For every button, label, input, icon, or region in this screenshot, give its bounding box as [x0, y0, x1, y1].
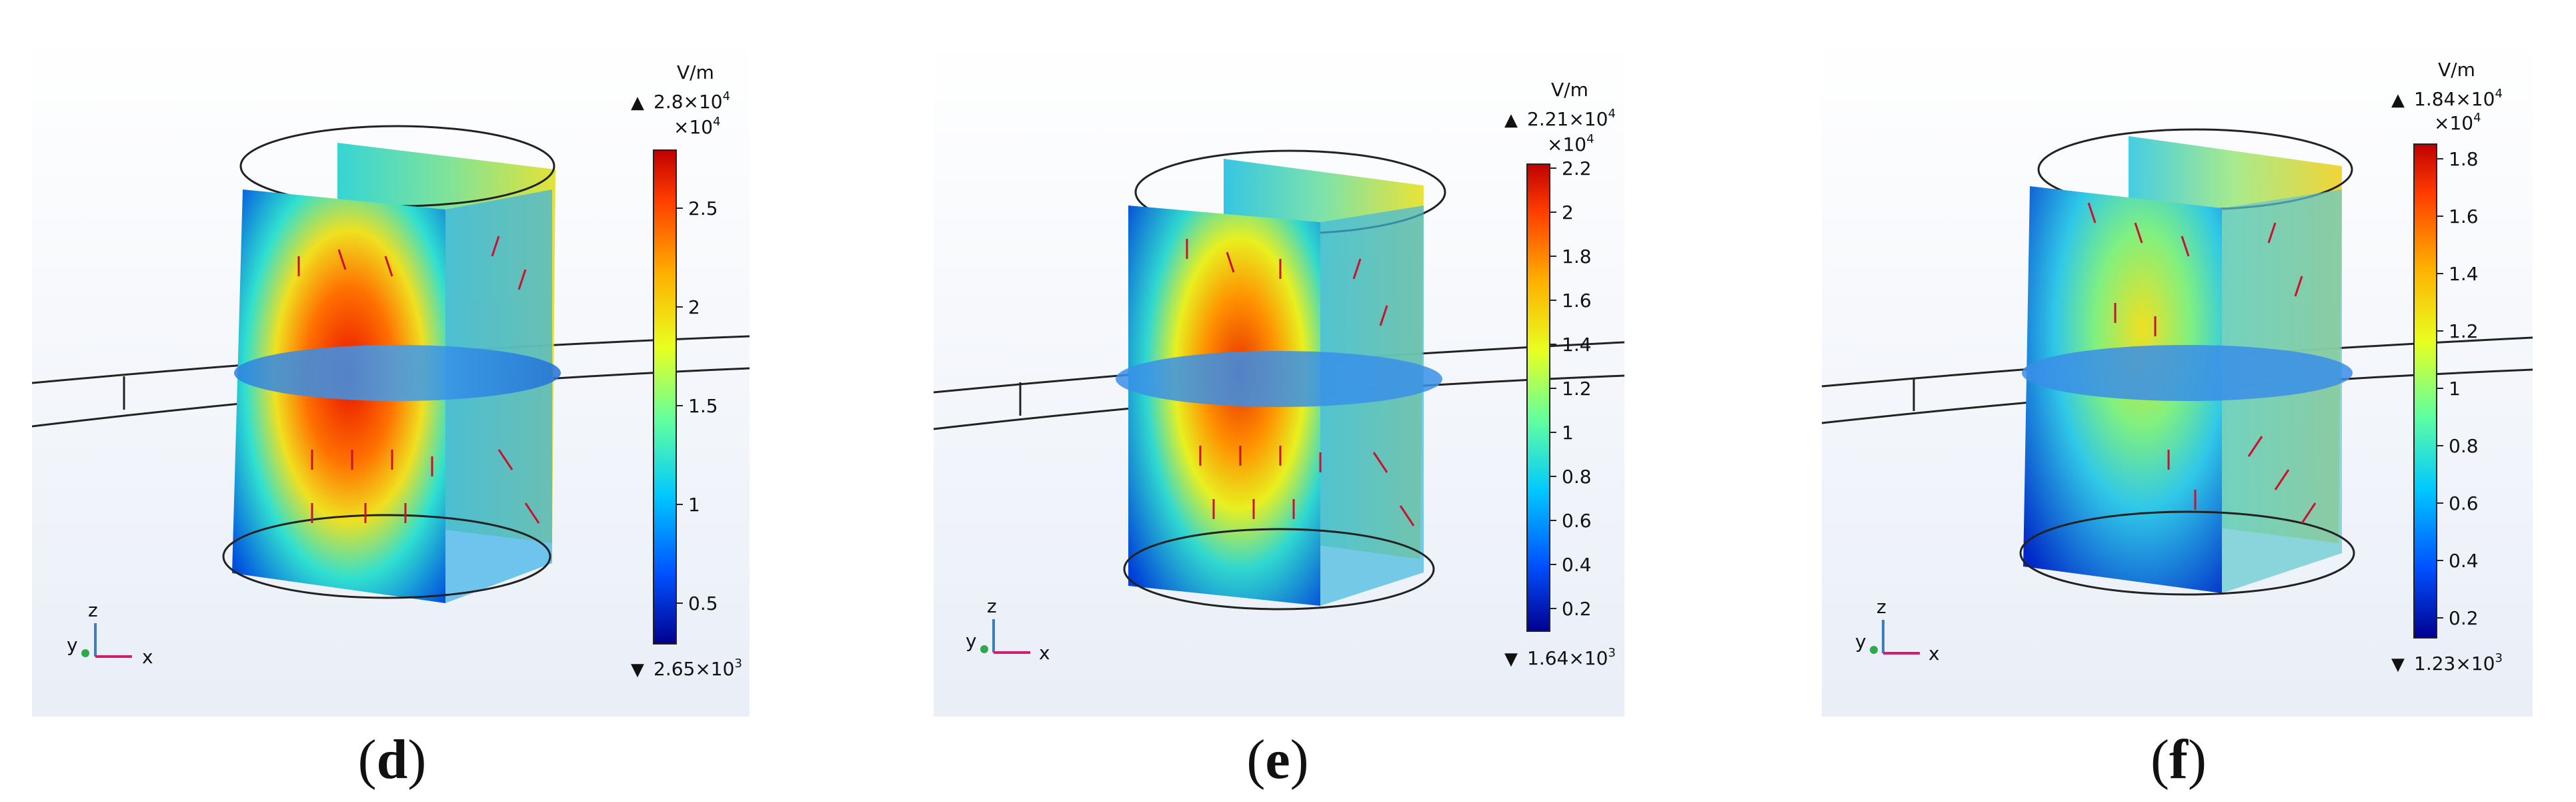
svg-text:0.8: 0.8 [2449, 435, 2479, 457]
colorbar-d: V/m ▲ 2.8×104 ×104 2.5 2 1.5 1 0.5 ▼ 2.6… [631, 61, 742, 680]
svg-text:1.4: 1.4 [1562, 334, 1592, 356]
field-plot-f: z y x [1822, 128, 2533, 665]
svg-text:1.2: 1.2 [1562, 378, 1592, 400]
svg-text:2.5: 2.5 [688, 197, 718, 220]
colorbar-scale: ×104 [674, 115, 721, 138]
svg-text:0.6: 0.6 [2449, 492, 2479, 514]
plot-view-e: z y x [934, 39, 1624, 717]
colorbar-ticks-d: 2.5 2 1.5 1 0.5 [676, 197, 718, 615]
svg-text:▼: ▼ [2391, 655, 2405, 675]
svg-text:1: 1 [688, 494, 700, 516]
svg-text:0.2: 0.2 [1562, 598, 1592, 620]
svg-text:0.2: 0.2 [2449, 607, 2479, 629]
colorbar-min: 1.64×103 [1527, 646, 1616, 669]
svg-text:1.2: 1.2 [2449, 320, 2479, 342]
axis-label-x: x [142, 646, 153, 668]
svg-text:0.6: 0.6 [1562, 510, 1592, 532]
caption-d: (d) [357, 729, 427, 791]
svg-text:1.4: 1.4 [2449, 263, 2479, 285]
colorbar-unit: V/m [677, 61, 714, 83]
panel-f: z y x V/m ▲ 1.84×104 ×104 1.8 1. [1787, 0, 2576, 802]
axis-label-x: x [1039, 642, 1050, 664]
svg-text:1.8: 1.8 [2449, 148, 2479, 170]
svg-text:1: 1 [1562, 422, 1574, 444]
caption-e: (e) [1246, 729, 1309, 791]
svg-text:▼: ▼ [631, 660, 644, 680]
panel-e: z y x V/m ▲ 2.21×104 ×104 2.2 2 [894, 0, 1694, 802]
colorbar-ticks-f: 1.8 1.6 1.4 1.2 1 0.8 0.6 0.4 0.2 [2437, 148, 2479, 629]
colorbar-ticks-e: 2.2 2 1.8 1.6 1.4 1.2 1 0.8 0.6 0.4 0.2 [1550, 157, 1592, 620]
svg-text:2: 2 [688, 296, 700, 318]
colorbar-max: 2.8×104 [654, 89, 730, 113]
svg-text:▲: ▲ [1504, 110, 1518, 130]
axis-label-y: y [1855, 631, 1866, 653]
colorbar-min: 1.23×103 [2414, 651, 2503, 675]
field-plot-d: z y x [32, 125, 750, 668]
svg-text:▲: ▲ [2391, 90, 2405, 110]
colorbar-unit: V/m [1551, 79, 1588, 101]
svg-text:0.4: 0.4 [1562, 554, 1592, 576]
axis-label-z: z [1876, 596, 1886, 618]
svg-text:1.5: 1.5 [688, 395, 718, 417]
svg-text:▲: ▲ [631, 93, 644, 113]
axis-triad-e: z y x [966, 595, 1050, 664]
colorbar-scale: ×104 [2434, 111, 2481, 134]
svg-text:2.2: 2.2 [1562, 157, 1592, 179]
panel-d: z y x V/m ▲ 2.8×104 ×104 2.5 [0, 0, 800, 802]
axis-label-x: x [1928, 643, 1940, 665]
svg-text:0.8: 0.8 [1562, 466, 1592, 488]
colorbar-scale: ×104 [1547, 132, 1594, 155]
colorbar-f: V/m ▲ 1.84×104 ×104 1.8 1.6 1.4 1.2 1 0.… [2391, 59, 2503, 675]
colorbar-e: V/m ▲ 2.21×104 ×104 2.2 2 1.8 1.6 1.4 1.… [1504, 79, 1616, 669]
axis-triad-d: z y x [67, 599, 153, 668]
svg-text:0.5: 0.5 [688, 592, 718, 615]
axis-label-y: y [966, 630, 977, 652]
svg-text:1.8: 1.8 [1562, 246, 1592, 268]
svg-text:1.6: 1.6 [1562, 290, 1592, 312]
axis-triad-f: z y x [1855, 596, 1940, 665]
colorbar-min: 2.65×103 [654, 657, 742, 680]
svg-text:▼: ▼ [1504, 649, 1518, 669]
plot-view-d: z y x [32, 36, 750, 717]
svg-text:0.4: 0.4 [2449, 550, 2479, 572]
axis-label-y: y [67, 634, 78, 656]
colorbar-unit: V/m [2438, 59, 2475, 81]
svg-text:1.6: 1.6 [2449, 206, 2479, 228]
colorbar-max: 1.84×104 [2414, 87, 2503, 110]
axis-label-z: z [88, 599, 98, 621]
field-plot-e: z y x [934, 149, 1624, 664]
svg-text:2: 2 [1562, 202, 1574, 224]
colorbar-max: 2.21×104 [1527, 107, 1616, 130]
svg-text:1: 1 [2449, 378, 2461, 400]
axis-label-z: z [987, 595, 997, 617]
caption-f: (f) [2151, 729, 2207, 791]
